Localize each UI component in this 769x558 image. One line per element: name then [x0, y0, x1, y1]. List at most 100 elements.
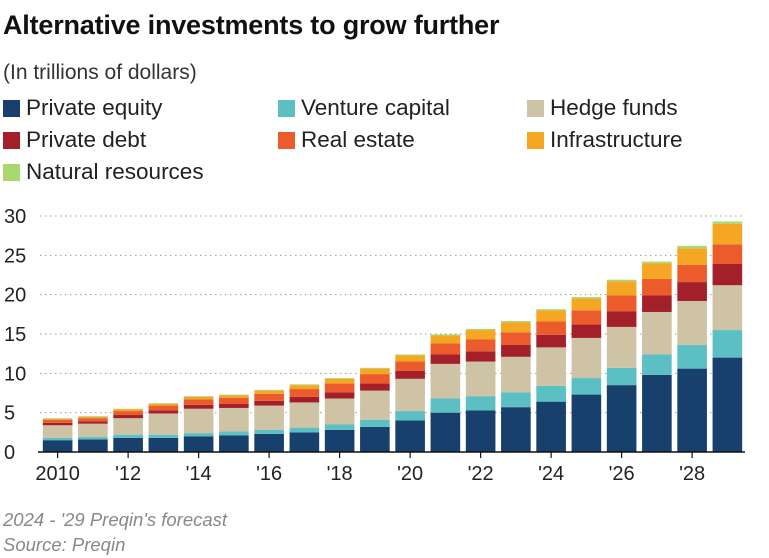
stacked-bar-chart: 0 5 10 15 20 25 30 2010 '12 '14 '16 '18 '20 '22 '24 '26… [4, 206, 745, 485]
bar-segment-venture-capital [42, 437, 73, 441]
bar-segment-hedge-funds [430, 363, 461, 399]
bar-segment-private-debt [183, 404, 214, 409]
legend-item-infrastructure: Infrastructure [527, 126, 683, 154]
bar-segment-real-estate [712, 244, 743, 264]
bar-segment-private-equity [395, 420, 425, 452]
legend-label: Natural resources [26, 159, 204, 184]
bar-segment-private-debt [360, 383, 390, 391]
bar-segment-private-debt [219, 404, 249, 408]
bar-segment-venture-capital [360, 419, 390, 427]
bar-segment-real-estate [42, 419, 73, 423]
bar-segment-real-estate [642, 278, 672, 296]
bar-segment-natural-resources [395, 354, 425, 356]
bar-segment-private-equity [360, 426, 390, 452]
legend-swatch [527, 99, 544, 117]
bar-segment-natural-resources [183, 396, 214, 397]
x-tick-label: '24 [538, 463, 564, 485]
legend-swatch [3, 131, 20, 149]
bar-segment-real-estate [78, 418, 108, 422]
bar-segment-real-estate [254, 393, 284, 401]
legend-swatch [278, 99, 295, 117]
bar-segment-private-debt [712, 263, 743, 286]
bar-segment-private-equity [712, 357, 743, 452]
bar-segment-hedge-funds [712, 285, 743, 331]
bar-segment-real-estate [113, 411, 143, 416]
bar-segment-venture-capital [606, 367, 637, 386]
bar-segment-infrastructure [642, 263, 672, 279]
bar-segment-real-estate [430, 343, 461, 355]
bar-segment-private-equity [606, 385, 637, 452]
legend-label: Private debt [26, 127, 147, 152]
bar-segment-private-equity [571, 394, 602, 452]
bar-segment-real-estate [677, 264, 707, 283]
bar-segment-hedge-funds [465, 361, 496, 397]
bar-segment-infrastructure [677, 248, 707, 265]
bar-segment-natural-resources [42, 418, 73, 419]
bar-segment-infrastructure [536, 310, 566, 322]
bar-segment-real-estate [148, 405, 179, 411]
bar-segment-infrastructure [501, 322, 531, 333]
bar-segment-private-debt [78, 421, 108, 424]
bar-segment-private-debt [42, 422, 73, 426]
legend-label: Infrastructure [550, 127, 683, 152]
bar-segment-private-debt [289, 396, 320, 403]
bar-segment-private-equity [183, 436, 214, 452]
bar-segment-real-estate [606, 295, 637, 312]
bar-segment-hedge-funds [183, 408, 214, 434]
bar-segment-private-equity [289, 432, 320, 452]
bar-segment-hedge-funds [395, 378, 425, 412]
bar-segment-natural-resources [430, 334, 461, 336]
bar-segment-hedge-funds [78, 423, 108, 438]
bar-segment-infrastructure [254, 390, 284, 394]
legend-swatch [3, 99, 20, 117]
bar-segment-private-debt [395, 370, 425, 379]
bar-segment-venture-capital [113, 434, 143, 438]
legend-label: Venture capital [301, 95, 450, 120]
bar-segment-venture-capital [148, 434, 179, 438]
legend-label: Hedge funds [550, 95, 678, 120]
bar-segment-hedge-funds [501, 356, 531, 393]
legend-swatch [278, 131, 295, 149]
bar-segment-natural-resources [501, 321, 531, 323]
bar-segment-infrastructure [395, 355, 425, 362]
bar-segment-infrastructure [606, 281, 637, 296]
bar-segment-venture-capital [395, 411, 425, 421]
bar-segment-venture-capital [430, 398, 461, 413]
bar-segment-private-equity [78, 439, 108, 452]
bar-segment-infrastructure [289, 385, 320, 390]
bar-segment-venture-capital [536, 385, 566, 402]
bar-segment-infrastructure [430, 335, 461, 344]
bar-segment-hedge-funds [219, 407, 249, 432]
bar-segment-natural-resources [677, 245, 707, 249]
bar-segment-private-equity [148, 437, 179, 452]
x-tick-label: '18 [327, 463, 353, 485]
bar-segment-natural-resources [113, 408, 143, 410]
bar-segment-natural-resources [324, 378, 355, 379]
legend-item-hedge-funds: Hedge funds [527, 94, 678, 122]
bar-segment-private-equity [430, 412, 461, 452]
bar-segment-private-equity [642, 374, 672, 452]
bar-segment-private-debt [571, 324, 602, 338]
bar-segment-venture-capital [254, 429, 284, 434]
bar-segment-infrastructure [465, 330, 496, 340]
bar-segment-natural-resources [536, 309, 566, 311]
legend-item-natural-resources: Natural resources [3, 158, 204, 186]
bar-segment-infrastructure [183, 396, 214, 400]
y-tick-label: 10 [4, 363, 26, 385]
bar-segment-venture-capital [501, 392, 531, 408]
y-tick-label: 20 [4, 285, 26, 307]
x-tick-label: '26 [609, 463, 635, 485]
legend-swatch [3, 163, 20, 181]
bar-segment-real-estate [395, 361, 425, 371]
bar-segment-hedge-funds [677, 300, 707, 346]
bar-segment-private-equity [113, 437, 143, 452]
bar-segment-natural-resources [712, 221, 743, 224]
bar-segment-natural-resources [571, 297, 602, 299]
bar-segment-infrastructure [42, 418, 73, 420]
bar-segment-venture-capital [78, 437, 108, 440]
x-tick-label: '22 [468, 463, 494, 485]
bar-segment-real-estate [501, 332, 531, 346]
bar-segment-infrastructure [78, 416, 108, 419]
bar-segment-private-equity [254, 433, 284, 452]
bar-segment-hedge-funds [254, 405, 284, 430]
